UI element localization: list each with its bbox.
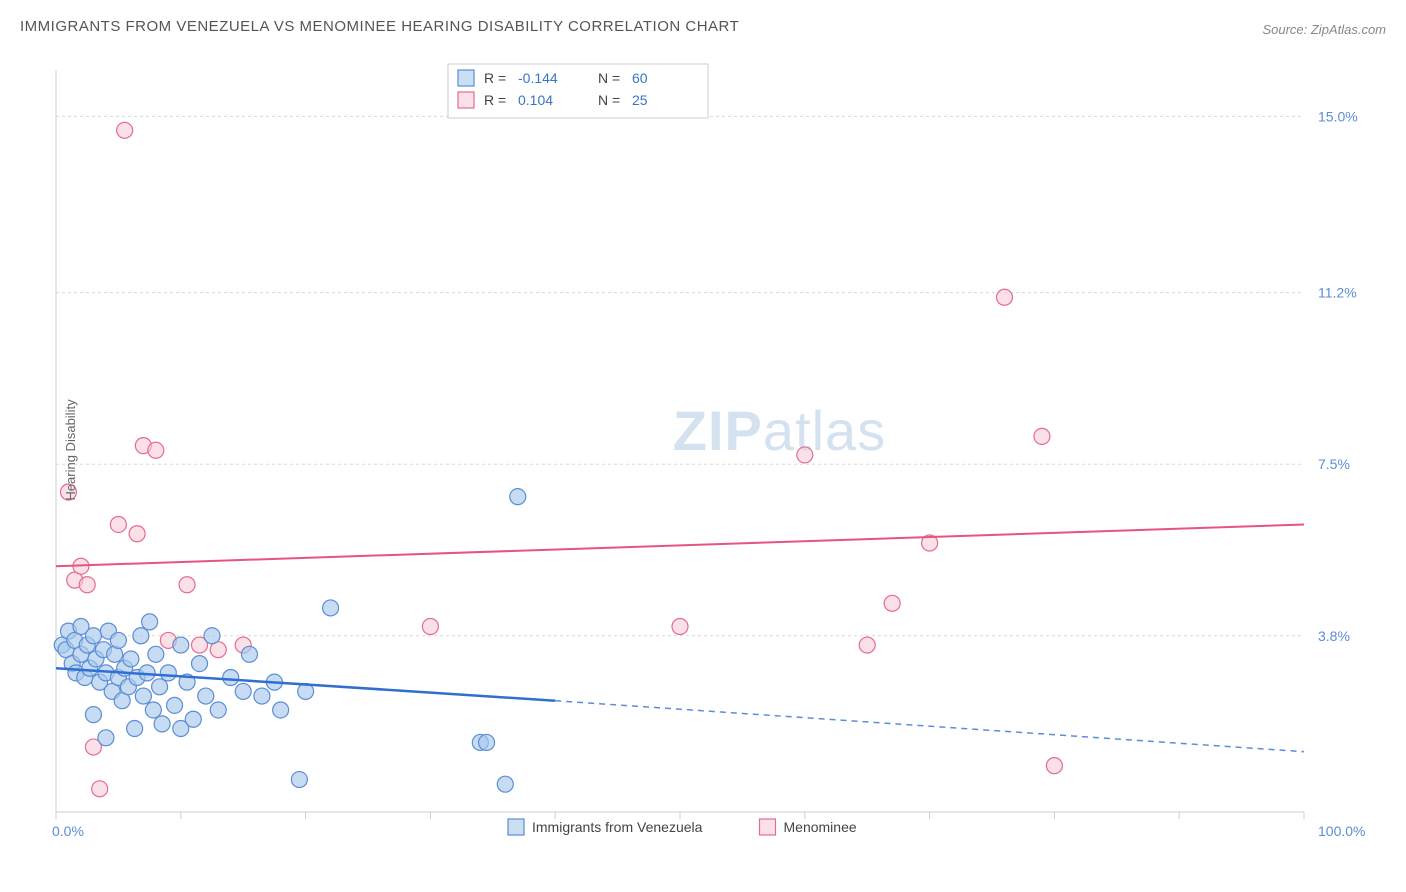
svg-text:-0.144: -0.144 [518, 70, 558, 86]
svg-text:ZIPatlas: ZIPatlas [673, 399, 886, 462]
svg-text:Menominee: Menominee [784, 819, 857, 835]
svg-text:R =: R = [484, 70, 506, 86]
scatter-chart: ZIPatlas 3.8% 7.5% 11.2% 15.0% 0.0% 100.0% R =-… [48, 60, 1378, 840]
svg-text:R =: R = [484, 92, 506, 108]
chart-title: IMMIGRANTS FROM VENEZUELA VS MENOMINEE H… [20, 18, 739, 35]
svg-text:11.2%: 11.2% [1318, 285, 1357, 301]
svg-text:100.0%: 100.0% [1318, 823, 1365, 839]
svg-text:N =: N = [598, 92, 620, 108]
svg-text:7.5%: 7.5% [1318, 456, 1350, 472]
svg-text:Immigrants from Venezuela: Immigrants from Venezuela [532, 819, 703, 835]
svg-text:3.8%: 3.8% [1318, 628, 1350, 644]
svg-text:60: 60 [632, 70, 648, 86]
svg-text:0.104: 0.104 [518, 92, 553, 108]
y-axis-label: Hearing Disability [63, 399, 78, 500]
svg-text:0.0%: 0.0% [52, 823, 84, 839]
svg-text:N =: N = [598, 70, 620, 86]
svg-text:15.0%: 15.0% [1318, 108, 1358, 124]
legend-top: R = -0.144 N = 60 R = 0.104 N = 25 [448, 64, 708, 118]
source-label: Source: ZipAtlas.com [1262, 22, 1386, 37]
chart-container: Hearing Disability ZIPatlas 3.8% 7.5% 11.2%… [48, 60, 1378, 840]
svg-text:25: 25 [632, 92, 648, 108]
